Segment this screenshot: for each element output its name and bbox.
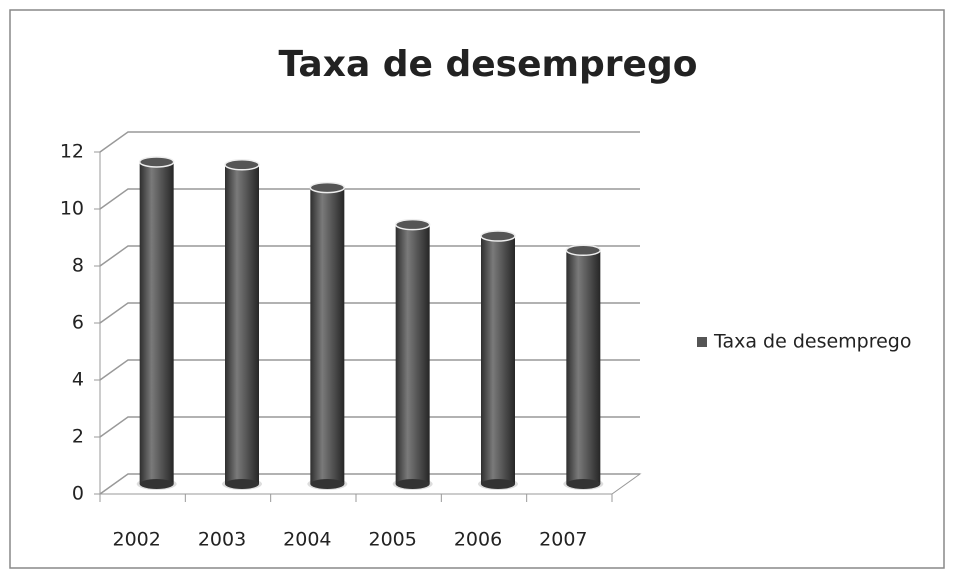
grid-line	[99, 245, 640, 267]
x-tick-label: 2005	[368, 529, 416, 551]
grid-line	[99, 416, 640, 438]
bar-top	[480, 230, 516, 242]
y-tick-label: 2	[72, 426, 84, 448]
y-tick-label: 12	[60, 141, 84, 163]
bar-bottom	[566, 479, 601, 489]
bar-bottom	[139, 479, 174, 489]
bar-bottom	[225, 479, 259, 489]
bar-top	[309, 181, 346, 194]
legend-label: Taxa de desemprego	[713, 331, 912, 353]
x-tick-label: 2007	[539, 529, 587, 551]
y-tick-label: 4	[72, 369, 84, 391]
grid-line	[99, 302, 640, 324]
y-tick-label: 6	[72, 312, 84, 334]
floor	[98, 473, 642, 495]
bar-bottom	[395, 479, 430, 489]
bar	[566, 250, 601, 484]
chart-title: Taxa de desemprego	[279, 44, 698, 85]
grid-line	[99, 359, 640, 381]
bar	[139, 161, 174, 484]
bar-bottom	[481, 479, 515, 489]
grid-line	[99, 131, 640, 153]
grid-line	[99, 473, 640, 495]
bar-top	[565, 244, 602, 257]
legend-swatch	[697, 337, 707, 347]
y-tick-label: 10	[60, 198, 84, 220]
bar-top	[224, 159, 260, 171]
y-tick-label: 8	[72, 255, 84, 277]
bar	[481, 236, 515, 484]
x-tick-label: 2003	[198, 529, 246, 551]
x-tick-label: 2006	[454, 529, 502, 551]
bar-bottom	[310, 479, 345, 489]
bar-top	[394, 218, 431, 231]
y-tick-label: 0	[72, 483, 84, 505]
bar	[310, 187, 345, 484]
bar-top	[138, 156, 175, 168]
x-tick-label: 2004	[283, 529, 331, 551]
bar	[395, 224, 430, 484]
grid-line	[99, 188, 640, 210]
bar	[225, 164, 259, 485]
x-tick-label: 2002	[112, 529, 160, 551]
